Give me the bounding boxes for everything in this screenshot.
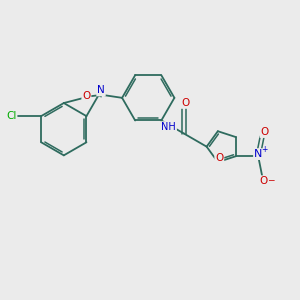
Text: O: O <box>181 98 190 108</box>
Text: −: − <box>267 175 274 184</box>
Text: O: O <box>260 176 268 186</box>
Text: +: + <box>261 145 267 154</box>
Text: N: N <box>97 85 105 95</box>
Text: NH: NH <box>161 122 176 132</box>
Text: O: O <box>215 153 224 163</box>
Text: Cl: Cl <box>6 111 16 121</box>
Text: O: O <box>260 127 268 137</box>
Text: O: O <box>82 91 91 101</box>
Text: N: N <box>254 149 262 159</box>
